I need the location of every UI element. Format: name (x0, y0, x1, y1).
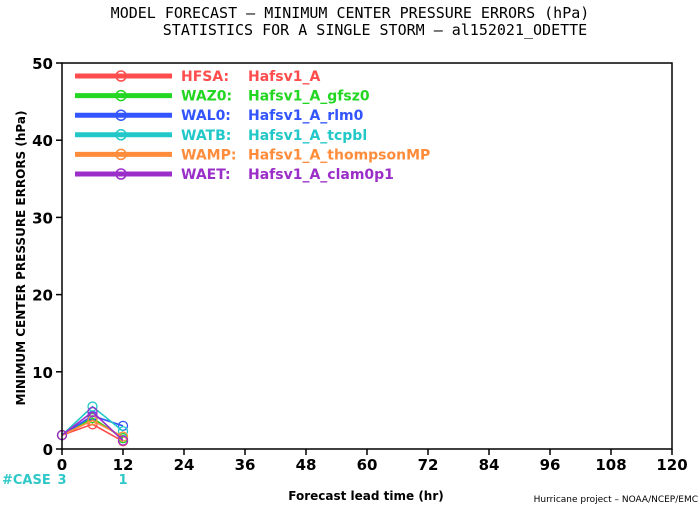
x-axis-ticks: 0 12 24 36 48 60 72 84 96 108 120 (57, 449, 688, 474)
y-tick-label: 40 (32, 132, 53, 150)
legend-marker (115, 70, 127, 82)
legend-marker (115, 109, 127, 121)
legend-item: WAL0: Hafsv1_A_rlm0 (75, 108, 364, 124)
case-label: #CASE (2, 473, 51, 488)
legend-name: Hafsv1_A_tcpbl (248, 128, 367, 144)
legend: HFSA: Hafsv1_A WAZ0: Hafsv1_A_gfsz0 WAL0: Haf… (75, 69, 430, 183)
legend-name: Hafsv1_A (248, 69, 320, 85)
y-tick-label: 0 (43, 441, 53, 459)
legend-code: WAZ0: (181, 89, 232, 105)
x-tick-label: 60 (357, 456, 378, 474)
legend-item: WATB: Hafsv1_A_tcpbl (75, 128, 367, 144)
y-tick-label: 10 (32, 364, 53, 382)
chart-subtitle: STATISTICS FOR A SINGLE STORM – al152021… (163, 21, 587, 39)
series-Hafsv1_A_clam0p1 (56, 406, 129, 446)
series-line (61, 405, 124, 436)
x-tick-label: 108 (595, 456, 626, 474)
legend-code: HFSA: (181, 69, 229, 85)
legend-marker (115, 148, 127, 161)
chart-title: MODEL FORECAST – MINIMUM CENTER PRESSURE… (111, 4, 590, 22)
legend-code: WAMP: (181, 147, 236, 163)
x-tick-label: 72 (418, 456, 439, 474)
data-point (87, 406, 98, 418)
y-tick-label: 30 (32, 209, 53, 227)
x-tick-label: 120 (656, 456, 687, 474)
legend-name: Hafsv1_A_rlm0 (248, 108, 364, 124)
legend-name: Hafsv1_A_thompsonMP (248, 147, 430, 163)
legend-code: WAET: (181, 167, 231, 183)
plot-frame (61, 62, 673, 450)
legend-item: WAMP: Hafsv1_A_thompsonMP (75, 147, 430, 163)
legend-code: WATB: (181, 128, 231, 144)
legend-name: Hafsv1_A_gfsz0 (248, 89, 370, 105)
legend-code: WAL0: (181, 108, 231, 124)
x-tick-label: 0 (57, 456, 67, 474)
x-tick-label: 84 (479, 456, 500, 474)
x-tick-label: 12 (113, 456, 134, 474)
series-layer (56, 401, 129, 447)
x-axis-label: Forecast lead time (hr) (288, 489, 444, 503)
y-axis-ticks: 0 10 20 30 40 50 (32, 55, 62, 459)
legend-name: Hafsv1_A_clam0p1 (248, 167, 394, 183)
y-tick-label: 20 (32, 287, 53, 305)
case-row: #CASE 3 1 (2, 473, 128, 488)
legend-item: HFSA: Hafsv1_A (75, 69, 320, 85)
x-tick-label: 96 (540, 456, 561, 474)
x-tick-label: 48 (296, 456, 317, 474)
legend-marker (115, 168, 127, 180)
case-count: 1 (118, 473, 127, 488)
legend-item: WAET: Hafsv1_A_clam0p1 (75, 167, 394, 183)
y-axis-label: MINIMUM CENTER PRESSURE ERRORS (hPa) (14, 111, 28, 406)
data-point (117, 435, 129, 446)
x-tick-label: 36 (235, 456, 256, 474)
y-tick-label: 50 (32, 55, 53, 73)
x-tick-label: 24 (174, 456, 195, 474)
series-line (61, 410, 124, 442)
legend-item: WAZ0: Hafsv1_A_gfsz0 (75, 89, 370, 105)
credit-text: Hurricane project – NOAA/NCEP/EMC (534, 495, 698, 505)
legend-marker (115, 89, 127, 102)
case-count: 3 (57, 473, 66, 488)
legend-marker (115, 129, 127, 141)
